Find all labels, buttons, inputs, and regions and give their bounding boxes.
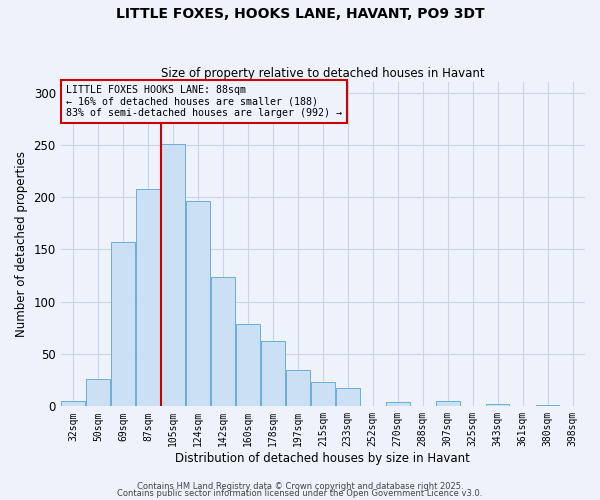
Title: Size of property relative to detached houses in Havant: Size of property relative to detached ho… [161,66,485,80]
Text: LITTLE FOXES HOOKS LANE: 88sqm
← 16% of detached houses are smaller (188)
83% of: LITTLE FOXES HOOKS LANE: 88sqm ← 16% of … [66,86,342,118]
Text: Contains HM Land Registry data © Crown copyright and database right 2025.: Contains HM Land Registry data © Crown c… [137,482,463,491]
Bar [286,370,310,406]
Bar [211,276,235,406]
Bar [336,388,359,406]
Bar [486,404,509,406]
Text: LITTLE FOXES, HOOKS LANE, HAVANT, PO9 3DT: LITTLE FOXES, HOOKS LANE, HAVANT, PO9 3D… [116,8,484,22]
Bar [386,402,410,406]
Bar [261,342,285,406]
Bar [86,379,110,406]
X-axis label: Distribution of detached houses by size in Havant: Distribution of detached houses by size … [175,452,470,465]
Bar [61,401,85,406]
Bar [236,324,260,406]
Bar [111,242,135,406]
Bar [311,382,335,406]
Bar [436,401,460,406]
Bar [161,144,185,406]
Text: Contains public sector information licensed under the Open Government Licence v3: Contains public sector information licen… [118,489,482,498]
Bar [136,189,160,406]
Bar [186,202,210,406]
Y-axis label: Number of detached properties: Number of detached properties [15,151,28,337]
